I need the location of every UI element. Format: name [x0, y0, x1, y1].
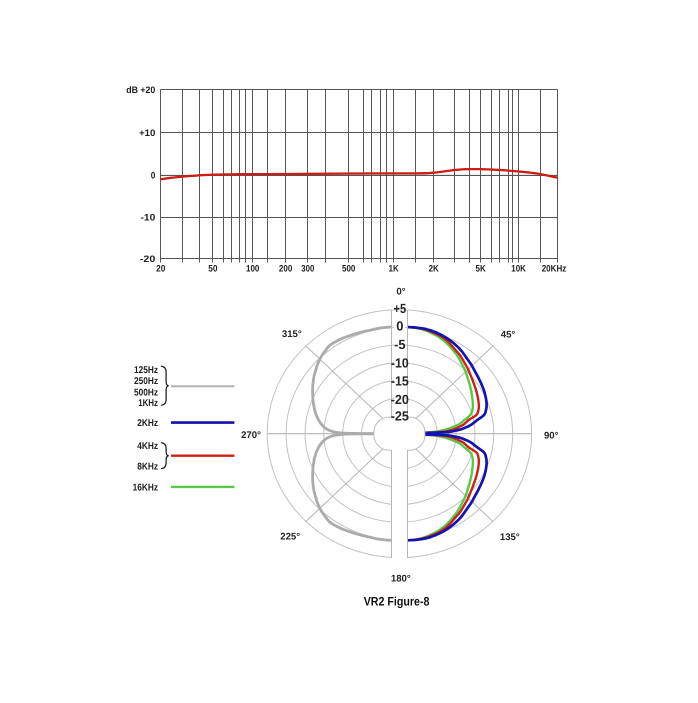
svg-text:VR2 Figure-8: VR2 Figure-8 [364, 595, 430, 609]
svg-text:1KHz: 1KHz [138, 398, 158, 409]
svg-text:16KHz: 16KHz [133, 483, 158, 494]
svg-text:90°: 90° [544, 431, 559, 442]
svg-text:45°: 45° [501, 330, 516, 341]
svg-text:2KHz: 2KHz [137, 418, 158, 429]
svg-text:0: 0 [151, 169, 156, 180]
svg-text:10K: 10K [511, 263, 526, 274]
svg-text:20KHz: 20KHz [542, 263, 567, 274]
svg-text:50: 50 [208, 263, 217, 274]
svg-text:+10: +10 [139, 127, 155, 138]
svg-text:-20: -20 [391, 392, 409, 407]
svg-text:125Hz: 125Hz [134, 365, 158, 376]
svg-text:-5: -5 [394, 337, 405, 352]
svg-text:20: 20 [156, 263, 165, 274]
svg-text:225°: 225° [280, 531, 300, 542]
svg-text:-20: -20 [140, 253, 155, 264]
svg-text:100: 100 [246, 263, 259, 274]
svg-text:315°: 315° [282, 329, 302, 340]
svg-text:5K: 5K [476, 263, 486, 274]
svg-text:500Hz: 500Hz [134, 387, 158, 398]
svg-text:dB +20: dB +20 [126, 84, 155, 95]
svg-text:1K: 1K [389, 263, 399, 274]
svg-text:250Hz: 250Hz [134, 376, 158, 387]
svg-text:270°: 270° [241, 430, 261, 441]
svg-text:4KHz: 4KHz [137, 441, 158, 452]
svg-text:180°: 180° [391, 574, 411, 585]
svg-text:135°: 135° [500, 532, 520, 543]
svg-text:8KHz: 8KHz [137, 462, 158, 473]
svg-text:300: 300 [301, 263, 314, 274]
svg-text:+5: +5 [394, 301, 407, 316]
svg-text:-10: -10 [141, 211, 156, 222]
svg-text:0: 0 [396, 319, 403, 334]
svg-text:2K: 2K [429, 263, 439, 274]
svg-text:500: 500 [342, 263, 355, 274]
svg-text:-10: -10 [391, 355, 409, 370]
svg-text:0°: 0° [396, 287, 405, 298]
svg-text:-25: -25 [391, 409, 409, 424]
svg-text:200: 200 [279, 263, 292, 274]
svg-text:-15: -15 [391, 374, 409, 389]
